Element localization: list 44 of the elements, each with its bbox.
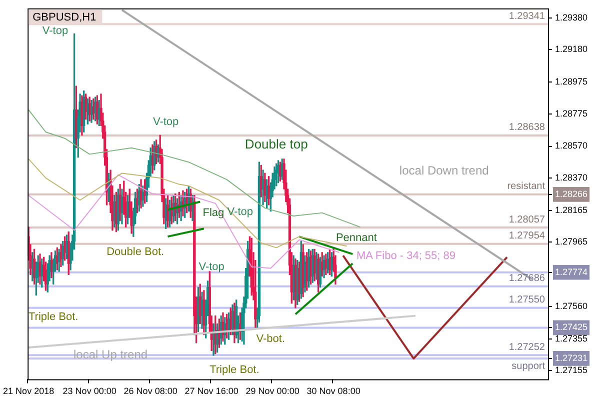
- y-tick-label: 1.27965: [555, 236, 588, 247]
- annotation: Triple Bot.: [28, 311, 78, 324]
- chart-title: GBPUSD,H1: [32, 11, 96, 24]
- ref-line-label: 1.28057: [508, 214, 546, 226]
- y-tick-label: 1.28370: [555, 172, 588, 182]
- annotation: Flag: [202, 207, 224, 220]
- y-tick-label: 1.27560: [555, 300, 588, 311]
- y-tick-label: 1.29180: [555, 44, 588, 54]
- y-tick-label: 1.27774: [555, 266, 588, 277]
- ref-line-label: support: [512, 361, 546, 372]
- ref-line-label: 1.29341: [508, 10, 546, 22]
- annotation: Double top: [244, 136, 308, 152]
- annotation: V-bot.: [256, 333, 286, 346]
- annotation: V-top: [198, 261, 224, 274]
- y-tick-label: 1.27425: [555, 322, 588, 332]
- x-tick-label: 30 Nov 08:00: [306, 386, 360, 396]
- y-tick-label: 1.29380: [555, 12, 588, 22]
- x-tick-label: 23 Nov 00:00: [62, 386, 116, 396]
- y-tick-label: 1.27355: [555, 333, 588, 344]
- annotation: Pennant: [336, 232, 377, 244]
- x-tick-label: 29 Nov 00:00: [246, 386, 300, 396]
- y-tick-label: 1.28975: [555, 76, 588, 87]
- ref-line-label: 1.27252: [508, 342, 546, 353]
- x-tick-label: 27 Nov 16:00: [184, 386, 238, 396]
- ref-line-label: resistant: [507, 181, 546, 192]
- y-tick-label: 1.28570: [555, 140, 588, 151]
- x-tick-label: 26 Nov 08:00: [124, 386, 178, 396]
- ref-line-label: 1.28638: [508, 122, 546, 134]
- x-tick-label: 21 Nov 2018: [3, 386, 54, 396]
- ref-line-label: 1.27550: [508, 294, 546, 306]
- y-tick-label: 1.27155: [555, 364, 588, 375]
- y-tick-label: 1.28775: [555, 108, 588, 118]
- annotation: local Down trend: [399, 163, 489, 178]
- annotation: V-top: [42, 25, 68, 38]
- annotation: V-top: [152, 116, 179, 128]
- annotation: Double Bot.: [106, 246, 164, 258]
- annotation: MA Fibo - 34; 55; 89: [356, 250, 456, 262]
- ref-line-label: 1.27686: [508, 273, 546, 284]
- y-tick-label: 1.28266: [555, 188, 588, 199]
- ref-line-label: 1.27954: [508, 230, 546, 242]
- annotation: local Up trend: [74, 347, 148, 362]
- y-tick-label: 1.27231: [555, 352, 588, 363]
- annotation: Triple Bot.: [210, 364, 260, 376]
- y-tick-label: 1.28165: [555, 204, 588, 215]
